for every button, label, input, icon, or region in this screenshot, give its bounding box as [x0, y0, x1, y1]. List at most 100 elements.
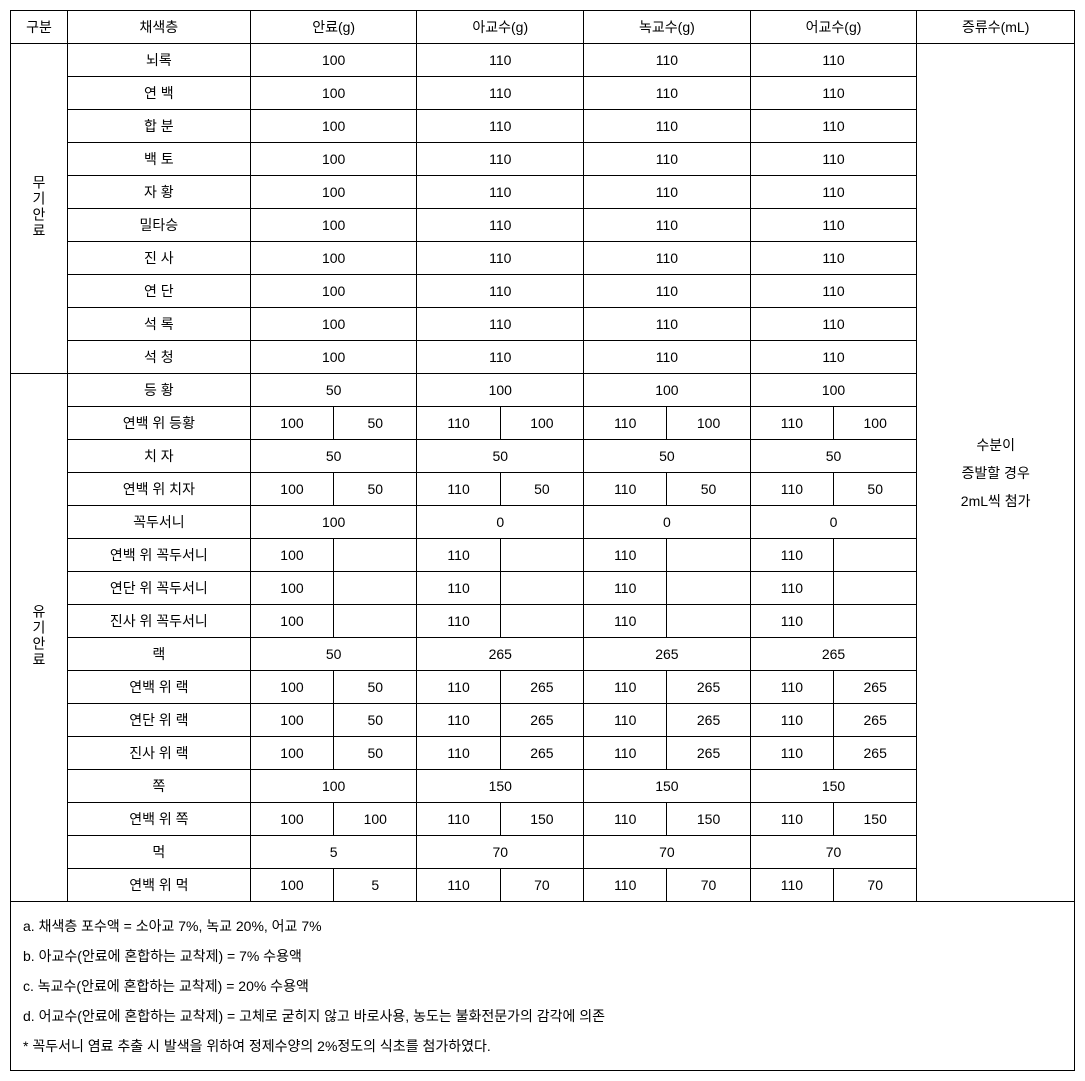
data-cell: 110: [750, 209, 917, 242]
data-cell: 100: [250, 473, 333, 506]
row-label: 연 백: [67, 77, 250, 110]
data-cell: 110: [750, 704, 833, 737]
data-cell: 150: [834, 803, 917, 836]
data-cell: 100: [250, 44, 417, 77]
data-cell: 100: [250, 671, 333, 704]
data-cell: 110: [750, 473, 833, 506]
data-cell: 100: [250, 407, 333, 440]
data-cell: 100: [250, 770, 417, 803]
data-cell: 110: [750, 407, 833, 440]
data-cell: 110: [417, 671, 500, 704]
data-cell: 110: [584, 341, 751, 374]
data-cell: [500, 539, 583, 572]
data-cell: 70: [667, 869, 750, 902]
data-cell: 265: [750, 638, 917, 671]
note-a: a. 채색층 포수액 = 소아교 7%, 녹교 20%, 어교 7%: [23, 912, 1062, 940]
data-cell: 110: [417, 44, 584, 77]
data-cell: 110: [584, 572, 667, 605]
data-cell: 100: [834, 407, 917, 440]
data-cell: 265: [667, 671, 750, 704]
data-cell: [834, 605, 917, 638]
data-cell: 110: [417, 473, 500, 506]
data-cell: 110: [584, 407, 667, 440]
data-cell: 110: [417, 605, 500, 638]
data-cell: 110: [417, 407, 500, 440]
row-label: 백 토: [67, 143, 250, 176]
data-cell: 110: [750, 143, 917, 176]
data-cell: 100: [250, 605, 333, 638]
data-cell: 110: [417, 737, 500, 770]
data-cell: 0: [417, 506, 584, 539]
row-label: 연백 위 등황: [67, 407, 250, 440]
data-cell: 100: [250, 242, 417, 275]
data-cell: 110: [584, 605, 667, 638]
data-cell: 110: [750, 572, 833, 605]
data-cell: 150: [500, 803, 583, 836]
data-cell: 50: [334, 704, 417, 737]
row-label: 진사 위 꼭두서니: [67, 605, 250, 638]
note-b: b. 아교수(안료에 혼합하는 교착제) = 7% 수용액: [23, 942, 1062, 970]
data-cell: 110: [584, 275, 751, 308]
row-label: 연백 위 먹: [67, 869, 250, 902]
data-cell: 100: [250, 539, 333, 572]
data-cell: 50: [500, 473, 583, 506]
row-label: 합 분: [67, 110, 250, 143]
data-cell: 100: [500, 407, 583, 440]
data-cell: [667, 605, 750, 638]
data-cell: 100: [667, 407, 750, 440]
row-label: 석 청: [67, 341, 250, 374]
data-cell: 70: [417, 836, 584, 869]
data-cell: 100: [250, 275, 417, 308]
category-inorganic: 무기안료: [11, 44, 68, 374]
data-cell: 110: [750, 737, 833, 770]
data-cell: 100: [250, 110, 417, 143]
row-label: 쪽: [67, 770, 250, 803]
row-label: 석 록: [67, 308, 250, 341]
data-cell: [834, 539, 917, 572]
data-cell: 110: [750, 176, 917, 209]
data-cell: 110: [417, 77, 584, 110]
data-cell: 50: [334, 473, 417, 506]
data-cell: 150: [750, 770, 917, 803]
data-cell: 265: [500, 671, 583, 704]
data-cell: 110: [750, 539, 833, 572]
data-cell: 100: [417, 374, 584, 407]
data-cell: 265: [584, 638, 751, 671]
data-cell: 110: [750, 110, 917, 143]
notes-cell: a. 채색층 포수액 = 소아교 7%, 녹교 20%, 어교 7%b. 아교수…: [11, 902, 1075, 1071]
data-cell: 110: [584, 308, 751, 341]
data-cell: 110: [584, 539, 667, 572]
data-cell: 110: [417, 704, 500, 737]
row-label: 연단 위 꼭두서니: [67, 572, 250, 605]
data-cell: 50: [750, 440, 917, 473]
data-cell: 265: [500, 704, 583, 737]
water-note-cell: 수분이증발할 경우2mL씩 첨가: [917, 44, 1075, 902]
data-cell: [500, 605, 583, 638]
header-water: 증류수(mL): [917, 11, 1075, 44]
data-cell: 265: [834, 671, 917, 704]
data-cell: 110: [417, 143, 584, 176]
data-cell: 110: [584, 77, 751, 110]
data-cell: 110: [584, 869, 667, 902]
row-label: 연백 위 랙: [67, 671, 250, 704]
data-cell: 110: [417, 803, 500, 836]
row-label: 연백 위 치자: [67, 473, 250, 506]
data-cell: 110: [750, 77, 917, 110]
data-cell: 70: [500, 869, 583, 902]
data-cell: 0: [584, 506, 751, 539]
data-cell: 50: [834, 473, 917, 506]
note-c: c. 녹교수(안료에 혼합하는 교착제) = 20% 수용액: [23, 972, 1062, 1000]
data-cell: 110: [750, 275, 917, 308]
data-cell: 100: [250, 803, 333, 836]
data-cell: 150: [584, 770, 751, 803]
row-label: 꼭두서니: [67, 506, 250, 539]
data-cell: 5: [334, 869, 417, 902]
data-cell: 50: [417, 440, 584, 473]
header-division: 구분: [11, 11, 68, 44]
data-cell: 265: [834, 737, 917, 770]
row-label: 랙: [67, 638, 250, 671]
data-cell: 5: [250, 836, 417, 869]
data-cell: 110: [584, 473, 667, 506]
data-cell: 110: [417, 242, 584, 275]
row-label: 연백 위 꼭두서니: [67, 539, 250, 572]
